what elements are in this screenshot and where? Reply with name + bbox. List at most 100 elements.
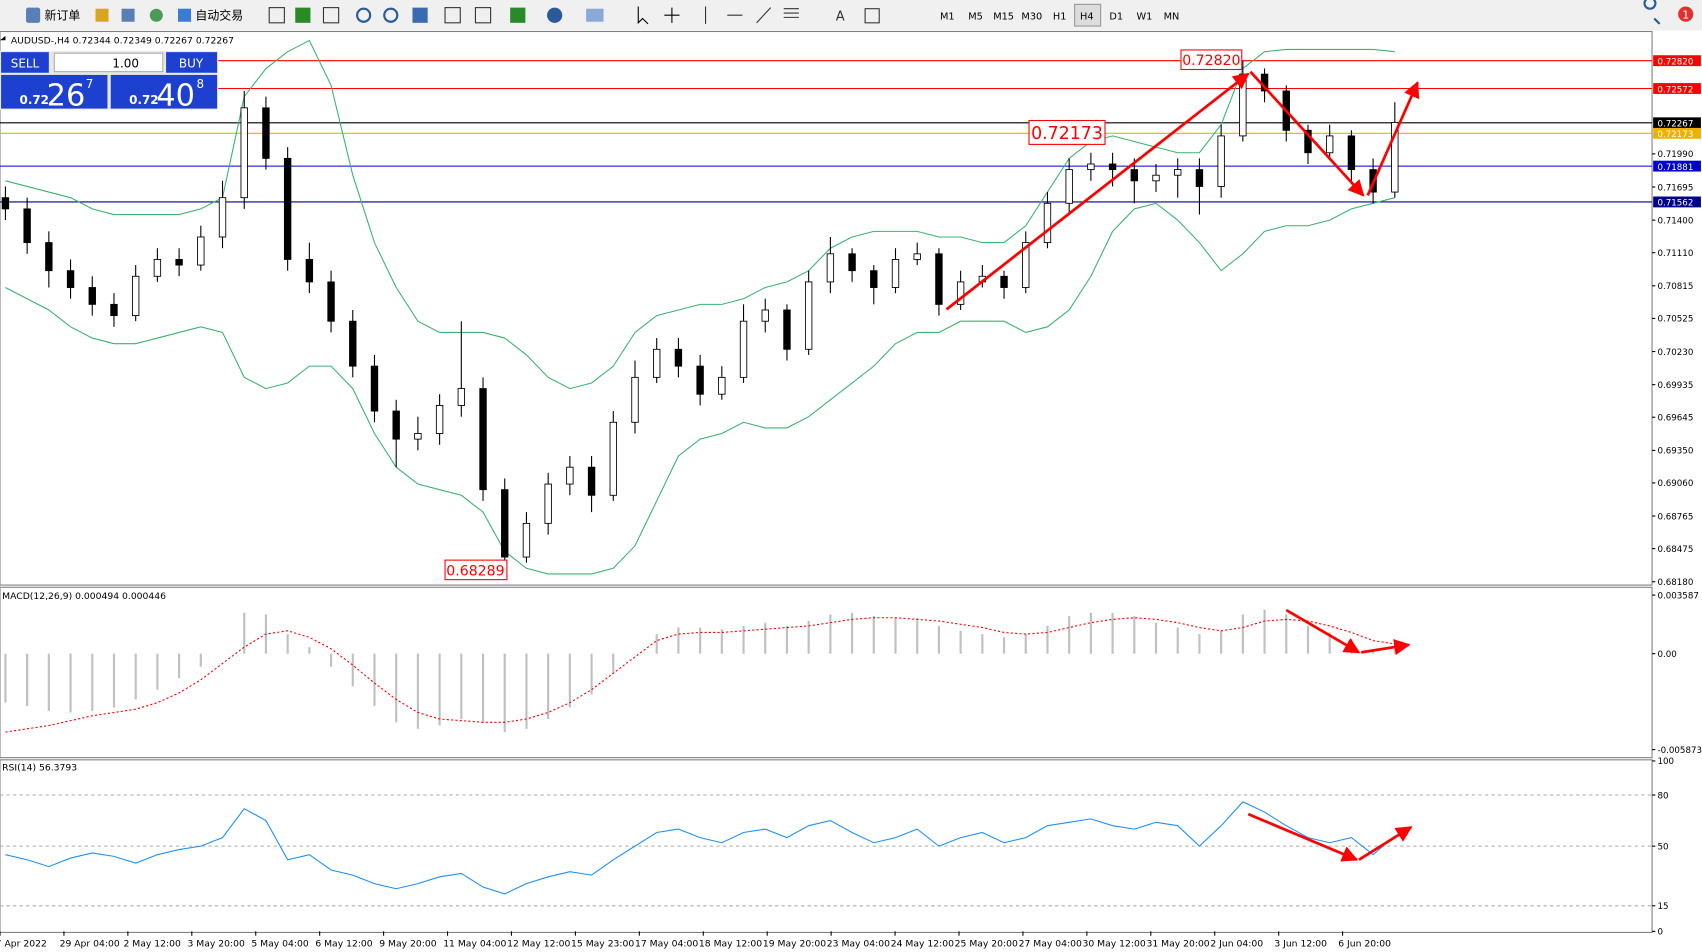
macd-signal xyxy=(5,617,1395,733)
timeframe-button[interactable]: H1 xyxy=(1053,12,1067,23)
candle-body xyxy=(653,348,661,378)
candle-body xyxy=(1195,169,1204,187)
buy-label[interactable]: BUY xyxy=(179,56,204,70)
time-label: 19 May 20:00 xyxy=(763,939,826,950)
text-tool[interactable]: A xyxy=(836,10,845,25)
sell-label[interactable]: SELL xyxy=(11,56,40,70)
level-label-box xyxy=(1653,117,1701,129)
candle-body xyxy=(609,421,617,496)
lots-value[interactable]: 1.00 xyxy=(112,56,139,70)
arrow xyxy=(945,72,1250,311)
candle-body xyxy=(891,259,900,288)
time-label: 24 May 12:00 xyxy=(891,939,954,950)
toolbar xyxy=(0,0,1702,31)
arrow xyxy=(1247,812,1359,862)
y-tick-label: 0.00 xyxy=(1657,650,1676,660)
time-label: 9 May 20:00 xyxy=(379,939,436,950)
notification-badge[interactable] xyxy=(1678,6,1694,22)
icon[interactable] xyxy=(586,8,604,22)
timeframe-button[interactable]: M15 xyxy=(993,12,1014,23)
toolbar-icons: A xyxy=(26,0,1694,25)
time-label: 15 May 23:00 xyxy=(571,939,634,950)
candle-body xyxy=(153,259,162,277)
candle-body xyxy=(587,466,596,496)
y-tick-label: 50 xyxy=(1657,842,1668,852)
crosshair-tool[interactable] xyxy=(664,7,680,23)
timeframe-button[interactable]: MN xyxy=(1164,12,1180,23)
icon[interactable] xyxy=(510,7,526,23)
bid-box[interactable] xyxy=(1,74,108,109)
candle-body xyxy=(935,253,943,305)
rsi-title: RSI(14) 56.3793 xyxy=(2,763,77,774)
macd-title: MACD(12,26,9) 0.000494 0.000446 xyxy=(2,591,166,602)
zoom-in[interactable] xyxy=(356,7,372,23)
trend-arrows xyxy=(945,70,1420,862)
icon[interactable] xyxy=(121,8,135,22)
time-label: 31 May 20:00 xyxy=(1146,939,1209,950)
candle-body xyxy=(1022,242,1030,288)
y-tick-label: 15 xyxy=(1657,902,1668,912)
candle-body xyxy=(848,253,856,272)
new-order-button[interactable]: 新订单 xyxy=(45,8,81,23)
candle-body xyxy=(826,253,835,283)
annotation: 0.72173 xyxy=(1031,124,1103,144)
timeframe-button[interactable]: M5 xyxy=(968,12,983,23)
icon[interactable] xyxy=(444,7,461,24)
candle-body xyxy=(1,197,10,210)
candle-body xyxy=(479,388,487,491)
icon[interactable] xyxy=(547,7,563,23)
ask-box[interactable] xyxy=(110,74,218,109)
time-label: 3 Jun 12:00 xyxy=(1274,939,1327,950)
time-axis: 7 Apr 2022 29 Apr 04:00 2 May 12:00 3 May 2… xyxy=(0,931,1391,950)
time-label: 18 May 12:00 xyxy=(699,939,762,950)
icon[interactable] xyxy=(95,8,109,22)
timeframe-button[interactable]: H4 xyxy=(1080,12,1094,23)
bid-big: 26 xyxy=(47,78,86,113)
icon[interactable] xyxy=(412,7,428,23)
annotation-box xyxy=(1180,49,1243,71)
annotation-box xyxy=(444,559,508,581)
trade-panel: SELL 1.00 BUY 0.72 26 7 0.72 40 8 xyxy=(0,51,219,113)
cursor-tool[interactable] xyxy=(637,6,649,25)
icon[interactable] xyxy=(474,7,492,24)
sell-button[interactable] xyxy=(1,52,49,73)
icon[interactable] xyxy=(149,8,163,22)
new-order-icon[interactable] xyxy=(26,7,41,23)
candle-body xyxy=(739,320,748,378)
timeframe-button[interactable]: M1 xyxy=(940,12,955,23)
label-tool[interactable] xyxy=(864,8,880,24)
y-tick-label: 0.69350 xyxy=(1657,447,1693,457)
level-label: 0.71881 xyxy=(1657,163,1693,173)
icon[interactable] xyxy=(322,7,340,24)
time-label: 6 Jun 20:00 xyxy=(1338,939,1391,950)
candle-body xyxy=(956,281,965,305)
auto-trading-button[interactable]: 自动交易 xyxy=(195,8,243,23)
candle-body xyxy=(1217,135,1225,187)
lots-input[interactable] xyxy=(53,52,164,73)
macd-panel xyxy=(0,586,1653,759)
icon[interactable] xyxy=(295,7,311,23)
y-tick-label: 0.71110 xyxy=(1657,249,1693,259)
time-label: 3 May 20:00 xyxy=(187,939,244,950)
timeframe-button[interactable]: M30 xyxy=(1021,12,1042,23)
buy-button[interactable] xyxy=(166,52,218,73)
timeframe-button[interactable]: D1 xyxy=(1109,12,1123,23)
bollinger-band xyxy=(5,197,1395,575)
annotation-box xyxy=(1028,119,1106,145)
y-tick-label: 100 xyxy=(1657,757,1674,767)
search[interactable] xyxy=(1643,0,1661,25)
time-label: 6 May 12:00 xyxy=(315,939,372,950)
zoom-out[interactable] xyxy=(383,7,399,23)
draw-tools[interactable] xyxy=(705,6,799,24)
candle-body xyxy=(1000,275,1008,288)
timeframe-button[interactable]: W1 xyxy=(1136,12,1152,23)
y-tick-label: 0.70815 xyxy=(1657,282,1693,292)
price-panel xyxy=(0,30,1653,586)
auto-trading-icon[interactable] xyxy=(178,8,192,22)
candle-body xyxy=(1174,169,1182,176)
candle-body xyxy=(435,405,444,434)
icon[interactable] xyxy=(268,7,285,24)
ask-prefix: 0.72 xyxy=(129,93,158,107)
level-label: 0.72267 xyxy=(1657,120,1693,130)
